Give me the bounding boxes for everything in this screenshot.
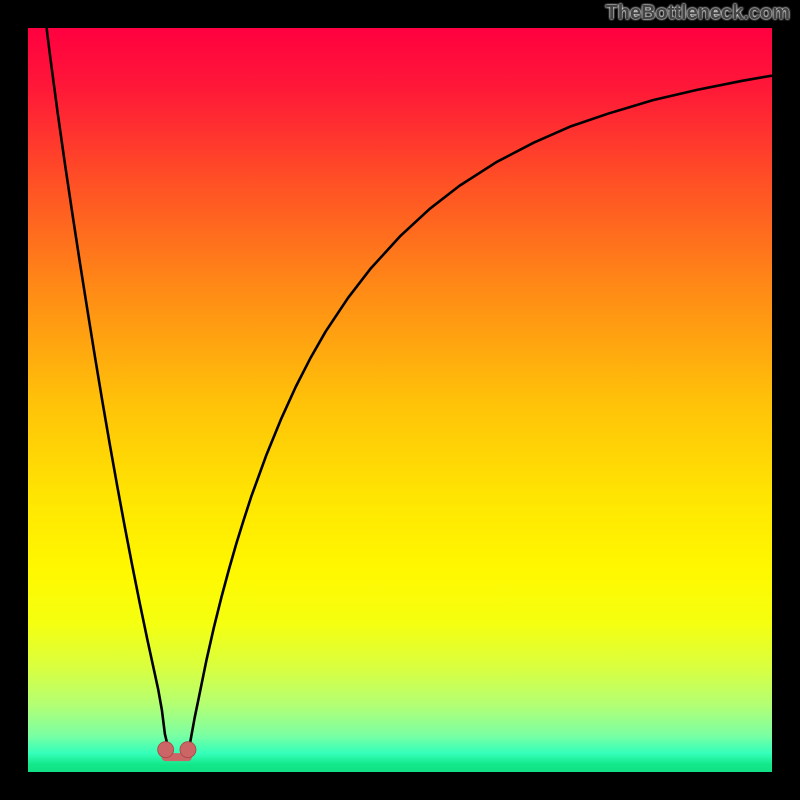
plot-area	[28, 28, 772, 772]
watermark-text: TheBottleneck.com	[606, 2, 790, 25]
chart-svg	[28, 28, 772, 772]
outer-frame: TheBottleneck.com	[0, 0, 800, 800]
